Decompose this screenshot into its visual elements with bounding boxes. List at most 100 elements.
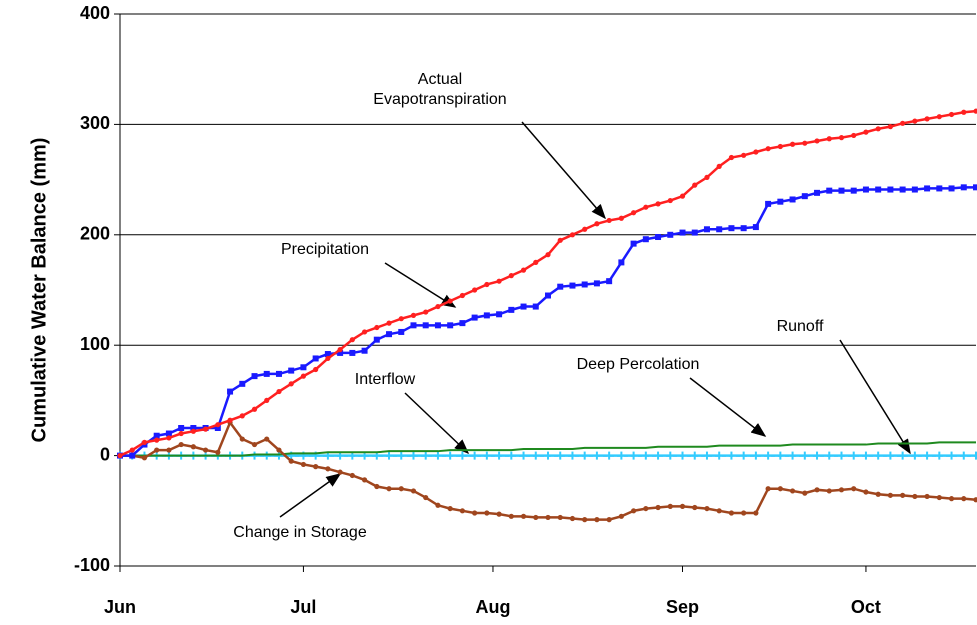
point xyxy=(190,425,197,431)
point xyxy=(227,388,234,395)
point xyxy=(889,451,892,460)
point xyxy=(863,489,869,495)
point xyxy=(275,370,282,377)
series-line xyxy=(120,441,976,457)
point xyxy=(324,351,331,358)
point xyxy=(400,451,403,460)
point xyxy=(153,432,160,439)
point xyxy=(533,259,539,265)
point xyxy=(803,451,806,460)
point xyxy=(473,451,476,460)
point xyxy=(447,298,453,304)
point xyxy=(510,451,513,460)
series-markers xyxy=(117,108,977,459)
point xyxy=(692,504,698,511)
point xyxy=(704,174,710,180)
point xyxy=(461,451,464,460)
point xyxy=(496,311,503,318)
point xyxy=(300,364,307,371)
point xyxy=(583,451,586,460)
point xyxy=(508,513,514,519)
series-label: Deep Percolation xyxy=(576,356,700,373)
point xyxy=(447,322,454,329)
point xyxy=(877,451,880,460)
point xyxy=(290,451,293,460)
point xyxy=(691,229,698,236)
point xyxy=(936,185,943,192)
point xyxy=(948,185,955,192)
point xyxy=(388,451,391,460)
point xyxy=(375,451,378,460)
point xyxy=(887,186,894,193)
point xyxy=(826,187,833,194)
point xyxy=(767,451,770,460)
point xyxy=(154,437,160,443)
point xyxy=(606,278,613,285)
point xyxy=(753,149,759,155)
point xyxy=(875,186,882,193)
point xyxy=(386,320,392,326)
point xyxy=(141,455,148,461)
point xyxy=(838,487,845,493)
point xyxy=(288,381,294,387)
point xyxy=(900,120,906,126)
point xyxy=(569,282,576,289)
point xyxy=(754,451,757,460)
point xyxy=(483,312,490,319)
point xyxy=(129,452,136,459)
point xyxy=(263,370,270,377)
point xyxy=(325,466,331,472)
point xyxy=(631,508,637,514)
point xyxy=(765,146,771,152)
series-label: Change in Storage xyxy=(233,524,367,541)
point xyxy=(300,461,307,468)
point xyxy=(789,196,796,203)
point xyxy=(545,514,551,521)
point xyxy=(718,451,721,460)
x-tick-label: Sep xyxy=(666,597,699,617)
point xyxy=(924,185,931,192)
point xyxy=(864,451,867,460)
point xyxy=(973,108,977,114)
point xyxy=(779,451,782,460)
point xyxy=(302,451,305,460)
series-label: Precipitation xyxy=(280,241,370,258)
point xyxy=(459,508,465,514)
point xyxy=(166,435,172,441)
point xyxy=(447,505,453,512)
x-tick-label: Oct xyxy=(851,597,881,617)
point xyxy=(948,496,955,502)
point xyxy=(593,280,600,287)
x-tick-label: Jul xyxy=(290,597,316,617)
point xyxy=(522,451,525,460)
point xyxy=(264,436,270,442)
point xyxy=(826,488,832,494)
point xyxy=(838,135,845,141)
point xyxy=(875,491,881,497)
point xyxy=(730,451,733,460)
point xyxy=(265,451,268,460)
point xyxy=(557,514,563,521)
point xyxy=(472,287,478,293)
point xyxy=(961,109,967,115)
point xyxy=(703,226,710,233)
point xyxy=(215,449,221,455)
point xyxy=(288,367,295,374)
point xyxy=(851,486,857,492)
point xyxy=(520,513,527,519)
point xyxy=(789,488,796,494)
point xyxy=(117,453,123,459)
point xyxy=(765,486,771,492)
point xyxy=(557,283,564,290)
point xyxy=(547,451,549,460)
point xyxy=(398,328,405,335)
point xyxy=(349,349,356,356)
point xyxy=(669,451,672,460)
point xyxy=(520,303,527,310)
point xyxy=(264,397,270,403)
point xyxy=(326,451,329,460)
point xyxy=(277,451,280,460)
point xyxy=(740,225,747,232)
point xyxy=(962,451,965,460)
point xyxy=(532,303,539,310)
